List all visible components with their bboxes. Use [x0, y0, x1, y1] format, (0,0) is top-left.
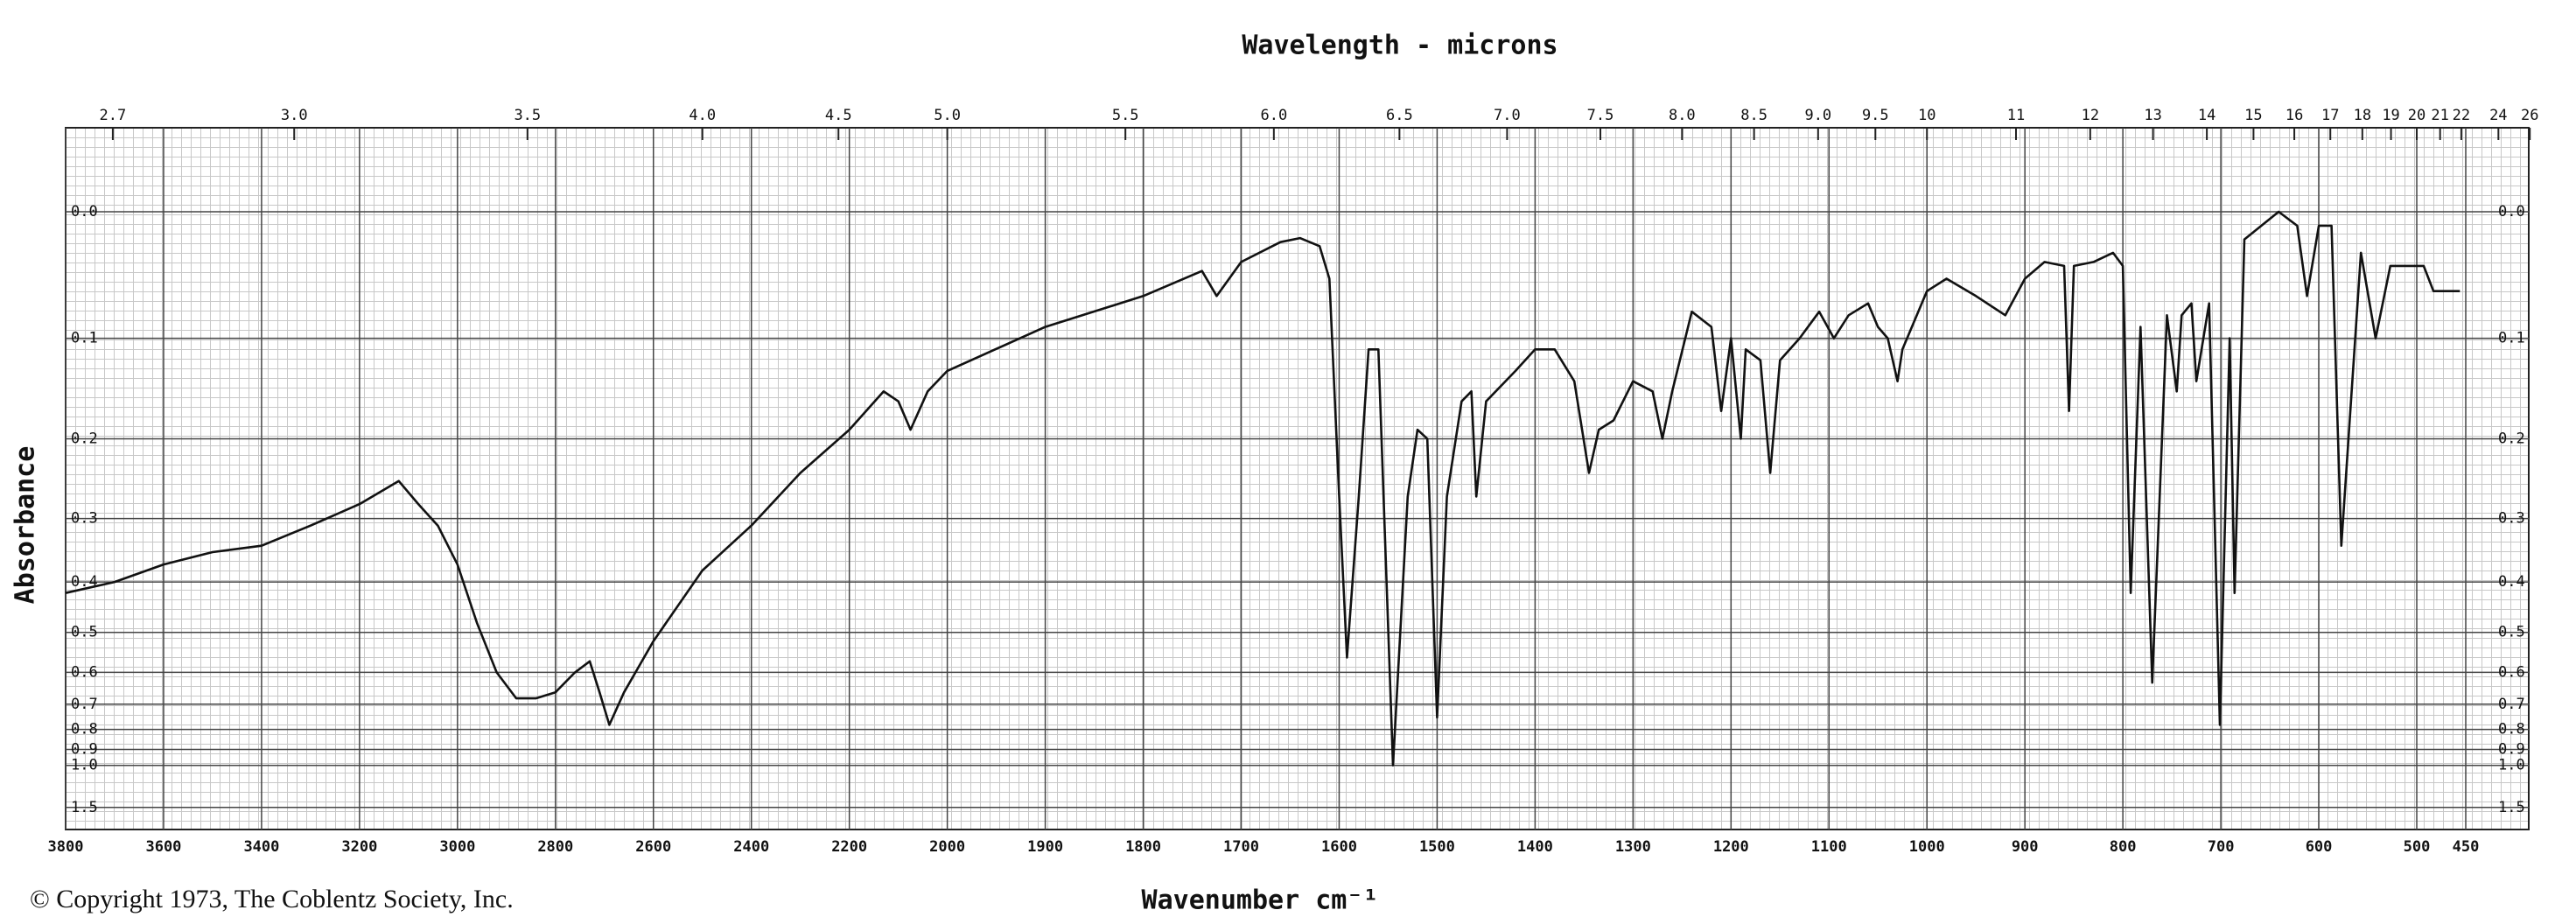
x-tick-label: 1200	[1713, 838, 1749, 856]
x2-tick-label: 7.5	[1587, 107, 1614, 124]
y-tick-label: 1.5	[2498, 799, 2525, 816]
chart-title: Wavelength - microns	[1242, 31, 1558, 61]
x2-tick-label: 10	[1918, 107, 1936, 124]
x-tick-label: 1600	[1321, 838, 1357, 856]
x-tick-label: 1400	[1517, 838, 1553, 856]
x-tick-label: 1900	[1027, 838, 1063, 856]
x-tick-label: 1100	[1811, 838, 1847, 856]
x-tick-label: 2800	[537, 838, 573, 856]
y-tick-label: 0.1	[71, 330, 98, 347]
spectrum-line	[65, 210, 2460, 766]
x2-tick-label: 6.5	[1386, 107, 1413, 124]
y-tick-label: 0.3	[2498, 510, 2525, 528]
y-tick-label: 0.2	[71, 430, 98, 447]
y-tick-label: 0.9	[71, 741, 98, 759]
x-tick-label: 3000	[439, 838, 475, 856]
y-axis-label: Absorbance	[10, 446, 41, 605]
x2-tick-label: 9.0	[1804, 107, 1831, 124]
x2-tick-label: 3.5	[514, 107, 541, 124]
x2-tick-label: 24	[2489, 107, 2507, 124]
y-tick-label: 1.5	[71, 799, 98, 816]
x2-tick-label: 5.5	[1112, 107, 1139, 124]
y-tick-label: 0.2	[2498, 430, 2525, 447]
x-tick-label: 450	[2453, 838, 2480, 856]
x2-tick-label: 8.0	[1669, 107, 1696, 124]
x2-tick-label: 9.5	[1862, 107, 1889, 124]
x2-tick-label: 18	[2354, 107, 2371, 124]
y-tick-label: 1.0	[71, 757, 98, 774]
y-tick-label: 0.4	[2498, 573, 2525, 591]
y-tick-label: 0.0	[2498, 203, 2525, 220]
x2-tick-label: 6.0	[1260, 107, 1287, 124]
x2-tick-label: 19	[2382, 107, 2399, 124]
x-tick-label: 1000	[1909, 838, 1945, 856]
y-tick-label: 0.8	[2498, 721, 2525, 738]
x2-tick-label: 20	[2408, 107, 2426, 124]
x2-tick-label: 3.0	[281, 107, 308, 124]
graph-paper	[66, 128, 2529, 830]
x-tick-label: 3800	[48, 838, 84, 856]
x-tick-label: 3400	[243, 838, 279, 856]
x2-tick-label: 26	[2521, 107, 2538, 124]
y-tick-label: 0.7	[2498, 696, 2525, 713]
y-tick-label: 0.8	[71, 721, 98, 738]
copyright: © Copyright 1973, The Coblentz Society, …	[30, 885, 514, 914]
x-tick-label: 2600	[635, 838, 671, 856]
x-tick-label: 1300	[1615, 838, 1651, 856]
x2-tick-label: 12	[2082, 107, 2099, 124]
x2-tick-label: 16	[2286, 107, 2303, 124]
x2-tick-label: 17	[2321, 107, 2339, 124]
y-tick-label: 0.3	[71, 510, 98, 528]
x2-tick-label: 5.0	[934, 107, 961, 124]
x2-tick-label: 11	[2007, 107, 2025, 124]
y-tick-label: 0.0	[71, 203, 98, 220]
x-tick-label: 2000	[929, 838, 965, 856]
x2-tick-label: 22	[2453, 107, 2470, 124]
x2-tick-label: 2.7	[100, 107, 127, 124]
x-tick-label: 3200	[341, 838, 377, 856]
x-tick-label: 3600	[145, 838, 181, 856]
x2-tick-label: 7.0	[1494, 107, 1521, 124]
x-tick-label: 1500	[1419, 838, 1455, 856]
x2-tick-label: 13	[2144, 107, 2161, 124]
x2-tick-label: 4.5	[825, 107, 852, 124]
x-tick-label: 900	[2012, 838, 2039, 856]
x-tick-label: 1800	[1125, 838, 1161, 856]
x-tick-label: 600	[2306, 838, 2333, 856]
x-tick-label: 700	[2208, 838, 2235, 856]
x-tick-label: 500	[2404, 838, 2431, 856]
x-tick-label: 2400	[733, 838, 769, 856]
y-tick-label: 0.5	[2498, 624, 2525, 641]
y-tick-label: 0.6	[71, 663, 98, 681]
x2-tick-label: 4.0	[689, 107, 716, 124]
x-axis-label: Wavenumber cm⁻¹	[1142, 886, 1379, 916]
x-tick-label: 1700	[1223, 838, 1259, 856]
x2-tick-label: 21	[2431, 107, 2448, 124]
y-tick-label: 1.0	[2498, 757, 2525, 774]
y-tick-label: 0.5	[71, 624, 98, 641]
y-tick-label: 0.6	[2498, 663, 2525, 681]
y-tick-label: 0.9	[2498, 741, 2525, 759]
y-tick-label: 0.1	[2498, 330, 2525, 347]
y-tick-label: 0.7	[71, 696, 98, 713]
x2-tick-label: 15	[2244, 107, 2262, 124]
x2-tick-label: 8.5	[1740, 107, 1768, 124]
x2-tick-label: 14	[2198, 107, 2216, 124]
x-tick-label: 800	[2110, 838, 2137, 856]
x-tick-label: 2200	[831, 838, 867, 856]
